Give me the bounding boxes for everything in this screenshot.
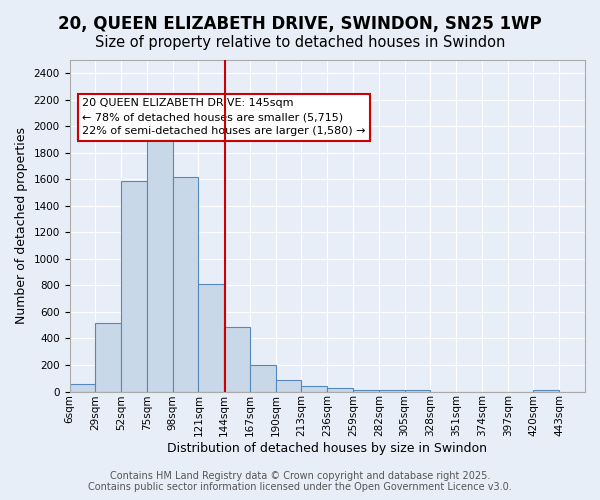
Text: Size of property relative to detached houses in Swindon: Size of property relative to detached ho…	[95, 35, 505, 50]
Bar	[199, 284, 224, 392]
Bar	[224, 326, 250, 392]
Bar	[173, 176, 199, 392]
Bar	[301, 386, 327, 392]
Bar	[121, 180, 147, 392]
Bar	[353, 390, 379, 392]
Bar	[95, 322, 121, 392]
Y-axis label: Number of detached properties: Number of detached properties	[15, 128, 28, 324]
Bar	[379, 390, 404, 392]
Bar	[70, 384, 95, 392]
X-axis label: Distribution of detached houses by size in Swindon: Distribution of detached houses by size …	[167, 442, 487, 455]
Bar	[404, 390, 430, 392]
Bar	[533, 390, 559, 392]
Text: 20, QUEEN ELIZABETH DRIVE, SWINDON, SN25 1WP: 20, QUEEN ELIZABETH DRIVE, SWINDON, SN25…	[58, 15, 542, 33]
Bar	[250, 365, 276, 392]
Text: 20 QUEEN ELIZABETH DRIVE: 145sqm
← 78% of detached houses are smaller (5,715)
22: 20 QUEEN ELIZABETH DRIVE: 145sqm ← 78% o…	[82, 98, 366, 136]
Bar	[276, 380, 301, 392]
Text: Contains HM Land Registry data © Crown copyright and database right 2025.
Contai: Contains HM Land Registry data © Crown c…	[88, 471, 512, 492]
Bar	[147, 130, 173, 392]
Bar	[327, 388, 353, 392]
